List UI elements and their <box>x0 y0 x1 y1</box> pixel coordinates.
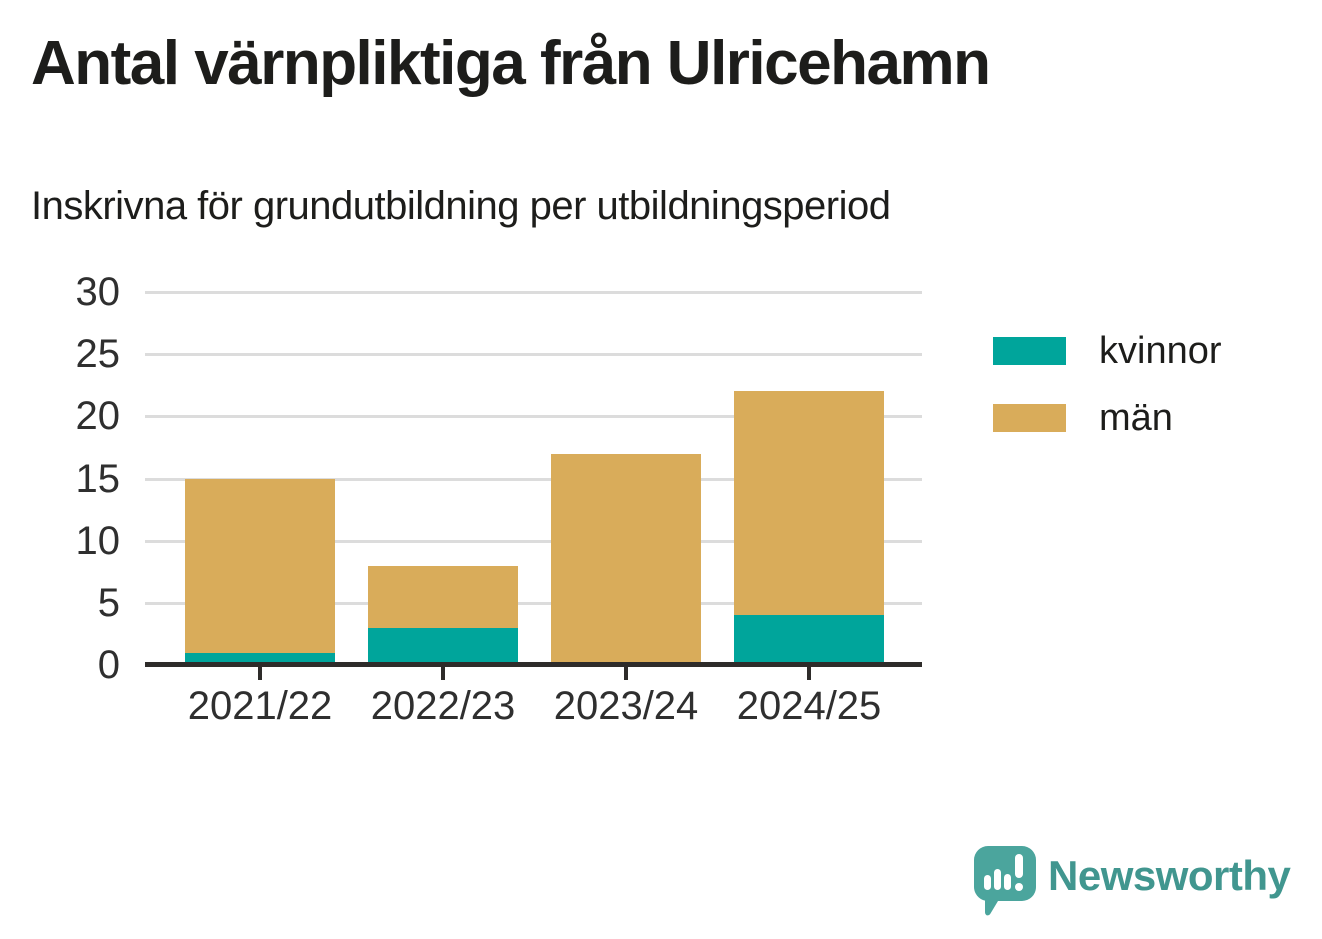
bar-2022-23 <box>368 292 518 665</box>
y-tick-label-0: 0 <box>97 643 120 687</box>
newsworthy-logo-icon <box>974 846 1036 916</box>
x-tick-2021-22 <box>258 667 262 680</box>
x-tick-label-2022-23: 2022/23 <box>370 684 516 728</box>
y-tick-label-5: 5 <box>97 580 120 625</box>
chart-title: Antal värnpliktiga från Ulricehamn <box>31 29 991 98</box>
legend-item-kvinnor: kvinnor <box>993 332 1222 370</box>
newsworthy-logo-text: Newsworthy <box>1048 852 1291 899</box>
chart-legend: kvinnor män <box>993 332 1222 466</box>
chart-subtitle: Inskrivna för grundutbildning per utbild… <box>31 184 891 228</box>
gridline-5 <box>145 601 922 605</box>
bar-2023-24 <box>551 292 701 665</box>
bar-segment-kvinnor-2024-25 <box>734 615 884 665</box>
legend-swatch-män <box>993 404 1066 432</box>
x-tick-label-2024-25: 2024/25 <box>736 684 882 728</box>
x-tick-2024-25 <box>807 667 811 680</box>
y-tick-label-25: 25 <box>75 332 121 377</box>
y-tick-label-20: 20 <box>75 394 121 439</box>
gridline-25 <box>145 353 922 357</box>
bar-segment-män-2022-23 <box>368 565 518 628</box>
newsworthy-logo: Newsworthy <box>973 845 1291 917</box>
y-tick-label-30: 30 <box>75 270 121 314</box>
bar-segment-män-2023-24 <box>551 453 701 665</box>
bar-segment-kvinnor-2022-23 <box>368 627 518 665</box>
legend-label-kvinnor: kvinnor <box>1099 330 1222 372</box>
gridline-20 <box>145 415 922 419</box>
x-tick-label-2023-24: 2023/24 <box>553 684 699 728</box>
bar-segment-kvinnor-2021-22 <box>185 652 335 665</box>
y-tick-label-10: 10 <box>75 518 121 563</box>
x-axis-line <box>145 662 922 667</box>
bar-2021-22 <box>185 292 335 665</box>
legend-swatch-kvinnor <box>993 337 1066 365</box>
x-tick-label-2021-22: 2021/22 <box>187 684 333 728</box>
y-tick-label-15: 15 <box>75 456 121 501</box>
legend-label-män: män <box>1099 397 1173 439</box>
bar-2024-25 <box>734 292 884 665</box>
bar-segment-män-2024-25 <box>734 391 884 616</box>
bar-segment-män-2021-22 <box>185 478 335 653</box>
legend-item-män: män <box>993 399 1222 437</box>
plot-area <box>145 291 922 680</box>
gridline-10 <box>145 539 922 543</box>
gridline-15 <box>145 477 922 481</box>
x-tick-2023-24 <box>624 667 628 680</box>
gridline-30 <box>145 291 922 294</box>
x-tick-2022-23 <box>441 667 445 680</box>
